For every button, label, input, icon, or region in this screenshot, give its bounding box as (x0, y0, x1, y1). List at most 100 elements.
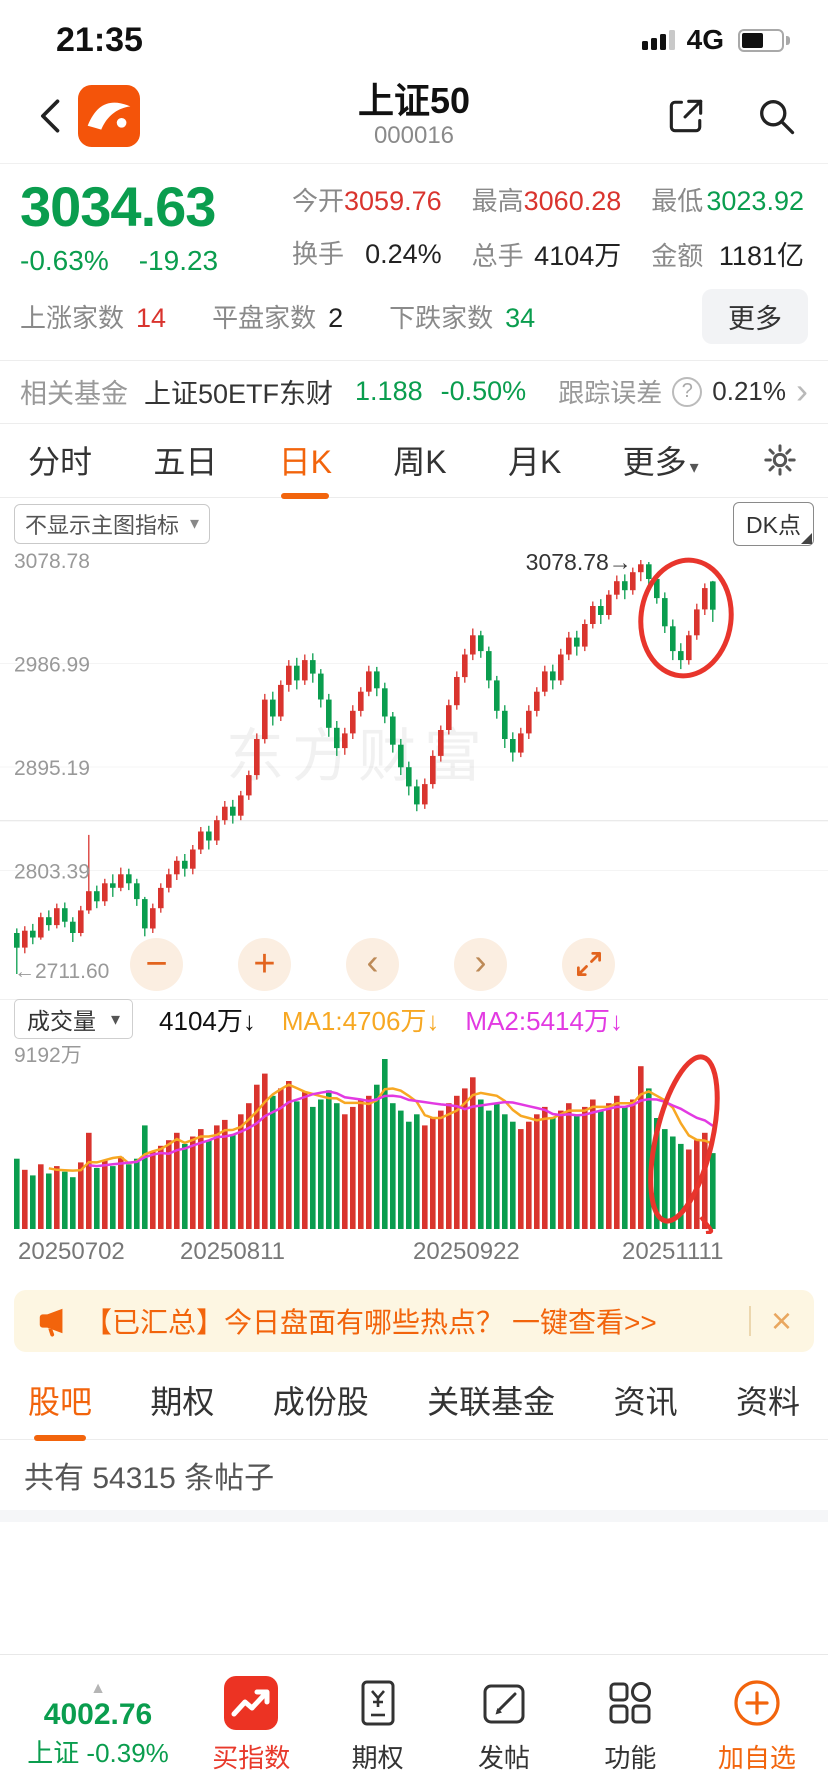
zoom-in-button[interactable]: + (238, 937, 291, 991)
tab-profile[interactable]: 资料 (735, 1384, 800, 1421)
tool-label: 加自选 (717, 1743, 796, 1773)
fund-section-label: 相关基金 (20, 379, 128, 410)
breadth-label: 上涨家数 (20, 302, 125, 333)
pan-left-button[interactable]: ‹ (346, 937, 399, 991)
index-value: 4002.76 (43, 1698, 153, 1731)
tab-5day[interactable]: 五日 (153, 444, 218, 481)
tool-label: 买指数 (212, 1743, 291, 1773)
banner-text: 【已汇总】今日盘面有哪些热点？ (84, 1306, 505, 1338)
stat-label: 换手 (292, 239, 345, 270)
index-change-label: 上证 -0.39% (27, 1738, 169, 1768)
network-type-label: 4G (686, 24, 724, 55)
main-indicator-select[interactable]: 不显示主图指标 ▾ (14, 503, 211, 544)
chevron-down-icon: ▾ (111, 1008, 121, 1029)
breadth-label: 下跌家数 (389, 302, 494, 333)
page-title: 上证50 (357, 79, 471, 121)
more-button[interactable]: 更多 (702, 288, 808, 344)
megaphone-icon (39, 1308, 63, 1337)
tab-more[interactable]: 更多 ▾ (622, 444, 699, 481)
tab-guba[interactable]: 股吧 (28, 1359, 92, 1441)
tab-minute[interactable]: 分时 (28, 444, 93, 481)
x-axis-labels: 20250702 20250811 20250922 20251111 (0, 1234, 828, 1268)
index-quote-block[interactable]: ▲ 4002.76 上证 -0.39% (8, 1659, 188, 1792)
related-fund-row[interactable]: 相关基金 上证50ETF东财 1.188 -0.50% 跟踪误差 ? 0.21%… (0, 359, 828, 424)
bottom-toolbar: ▲ 4002.76 上证 -0.39% 买指数 期权 (0, 1654, 828, 1792)
tool-label: 功能 (604, 1743, 657, 1773)
chart-controls: − + ‹ › (130, 937, 615, 991)
status-time: 21:35 (56, 20, 143, 59)
add-watchlist-button[interactable]: 加自选 (694, 1659, 820, 1792)
quote-stats: 今开 3059.76 最高 3060.28 最低 3023.92 换手 0.24% 总手… (292, 181, 804, 273)
volume-value: 4104万↓ (159, 1005, 256, 1036)
stat-label: 金额 (651, 241, 704, 272)
buy-index-button[interactable]: 买指数 (188, 1659, 314, 1792)
period-tab-bar: 分时 五日 日K 周K 月K 更多 ▾ (0, 424, 828, 498)
tab-monthly-k[interactable]: 月K (507, 444, 562, 481)
svg-text:2803.39: 2803.39 (14, 860, 90, 883)
caret-up-icon[interactable]: ▲ (90, 1680, 106, 1697)
section-divider (0, 1509, 828, 1522)
grid-apps-icon (609, 1682, 652, 1724)
chevron-down-icon: ▾ (190, 513, 200, 534)
share-icon[interactable] (664, 94, 708, 138)
search-icon[interactable] (754, 94, 798, 138)
volume-indicator-select[interactable]: 成交量 ▾ (14, 999, 134, 1040)
tab-constituents[interactable]: 成份股 (272, 1384, 369, 1421)
banner-close-button[interactable]: × (770, 1299, 792, 1341)
new-post-button[interactable]: 发帖 (441, 1659, 567, 1792)
x-tick: 20250811 (180, 1237, 285, 1265)
options-doc-icon (361, 1680, 395, 1726)
stat-value: 1181亿 (718, 241, 804, 272)
x-tick: 20250922 (413, 1237, 520, 1265)
settings-gear-icon[interactable] (760, 440, 800, 480)
x-tick: 20250702 (18, 1237, 125, 1265)
fullscreen-button[interactable] (562, 937, 615, 991)
posts-count-text: 共有 54315 条帖子 (24, 1461, 275, 1495)
x-tick: 20251111 (622, 1237, 724, 1265)
change-percent: -0.63% (20, 244, 109, 276)
chevron-right-icon[interactable]: › (796, 370, 808, 412)
tab-weekly-k[interactable]: 周K (393, 444, 447, 481)
breadth-value: 34 (505, 302, 536, 333)
signal-strength-icon (641, 30, 675, 50)
stat-value: 3059.76 (344, 186, 442, 217)
stat-label: 总手 (471, 241, 524, 272)
svg-text:←2711.60: ←2711.60 (14, 960, 109, 983)
tool-label: 发帖 (478, 1743, 531, 1773)
functions-button[interactable]: 功能 (567, 1659, 693, 1792)
nav-header: 上证50 000016 (0, 68, 828, 164)
buy-index-icon (224, 1676, 279, 1730)
stat-value: 3023.92 (706, 186, 804, 217)
tab-news[interactable]: 资讯 (613, 1384, 678, 1421)
stat-label: 最低 (651, 186, 704, 217)
stat-label: 最高 (471, 186, 524, 217)
kline-chart-area: 东方财富 3078.78 2986.99 2895.19 2803.39 ←2711.60… (0, 544, 828, 999)
svg-text:2895.19: 2895.19 (14, 757, 90, 780)
back-icon (40, 99, 60, 132)
stat-value: 4104万 (534, 241, 622, 272)
market-breadth-row: 上涨家数 14 平盘家数 2 下跌家数 34 更多 (0, 283, 828, 360)
kline-chart[interactable]: 东方财富3078.782986.992895.192803.39←2711.60… (0, 544, 828, 999)
fund-price: 1.188 (355, 376, 423, 407)
svg-text:3078.78: 3078.78 (14, 550, 90, 573)
help-icon[interactable]: ? (672, 376, 703, 407)
stock-code: 000016 (373, 122, 455, 150)
back-button[interactable] (30, 94, 74, 138)
options-button[interactable]: 期权 (314, 1659, 440, 1792)
volume-chart-area: 9192万 (0, 1039, 828, 1234)
zoom-out-button[interactable]: − (130, 937, 183, 991)
tab-related-funds[interactable]: 关联基金 (427, 1384, 556, 1421)
hot-topics-banner[interactable]: 【已汇总】今日盘面有哪些热点？ 一键查看>> × (14, 1289, 814, 1352)
tool-label: 期权 (351, 1743, 404, 1773)
price-change: -0.63% -19.23 (20, 245, 292, 277)
tab-options[interactable]: 期权 (150, 1384, 215, 1421)
tab-daily-k[interactable]: 日K (279, 421, 332, 499)
banner-link[interactable]: 一键查看>> (512, 1306, 657, 1338)
app-logo-icon (78, 84, 140, 147)
battery-icon (738, 28, 790, 52)
pan-right-button[interactable]: › (454, 937, 507, 991)
volume-chart[interactable] (0, 1039, 828, 1234)
dk-point-button[interactable]: DK点 (733, 501, 814, 546)
divider (748, 1305, 751, 1336)
volume-ma2-value: MA2:5414万↓ (465, 1005, 623, 1036)
